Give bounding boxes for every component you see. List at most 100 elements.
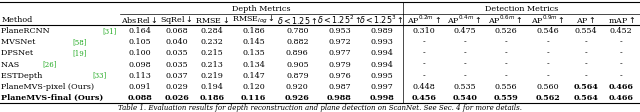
Text: 0.972: 0.972: [328, 38, 351, 46]
Text: -: -: [422, 71, 425, 79]
Text: -: -: [463, 38, 466, 46]
Text: ESTDepth: ESTDepth: [1, 71, 45, 79]
Text: -: -: [463, 71, 466, 79]
Text: -: -: [620, 38, 623, 46]
Text: 0.987: 0.987: [328, 82, 351, 90]
Text: 0.135: 0.135: [242, 49, 265, 57]
Text: 0.284: 0.284: [201, 27, 223, 35]
Text: 0.780: 0.780: [286, 27, 308, 35]
Text: 0.526: 0.526: [494, 27, 517, 35]
Text: 0.564: 0.564: [573, 82, 598, 90]
Text: NAS: NAS: [1, 60, 22, 68]
Text: 0.926: 0.926: [285, 93, 310, 101]
Text: PlaneMVS-final (Ours): PlaneMVS-final (Ours): [1, 93, 104, 101]
Text: 0.134: 0.134: [242, 60, 265, 68]
Text: 0.560: 0.560: [536, 82, 559, 90]
Text: [26]: [26]: [42, 60, 56, 68]
Text: 0.029: 0.029: [165, 82, 188, 90]
Text: 0.977: 0.977: [328, 49, 351, 57]
Text: -: -: [547, 49, 549, 57]
Text: 0.310: 0.310: [412, 27, 435, 35]
Text: [19]: [19]: [72, 49, 87, 57]
Text: 0.997: 0.997: [370, 82, 393, 90]
Text: 0.562: 0.562: [535, 93, 560, 101]
Text: 0.186: 0.186: [200, 93, 225, 101]
Text: 0.466: 0.466: [609, 82, 634, 90]
Text: 0.564: 0.564: [573, 93, 598, 101]
Text: 0.100: 0.100: [129, 49, 151, 57]
Text: -: -: [584, 38, 587, 46]
Text: -: -: [620, 71, 623, 79]
Text: $\delta < 1.25$$\uparrow$: $\delta < 1.25$$\uparrow$: [277, 14, 317, 25]
Text: PlaneMVS-pixel (Ours): PlaneMVS-pixel (Ours): [1, 82, 95, 90]
Text: MVSNet: MVSNet: [1, 38, 38, 46]
Text: 0.035: 0.035: [165, 49, 188, 57]
Text: 0.035: 0.035: [165, 60, 188, 68]
Text: 0.976: 0.976: [328, 71, 351, 79]
Text: RMSE$_{log}$$\downarrow$: RMSE$_{log}$$\downarrow$: [232, 14, 275, 26]
Text: 0.998: 0.998: [369, 93, 394, 101]
Text: 0.953: 0.953: [328, 27, 351, 35]
Text: 0.026: 0.026: [164, 93, 189, 101]
Text: -: -: [504, 60, 507, 68]
Text: 0.232: 0.232: [201, 38, 224, 46]
Text: AP$\uparrow$: AP$\uparrow$: [576, 15, 596, 25]
Text: AP$^{0.6m}$$\uparrow$: AP$^{0.6m}$$\uparrow$: [488, 14, 523, 26]
Text: 0.116: 0.116: [241, 93, 266, 101]
Text: 0.040: 0.040: [165, 38, 188, 46]
Text: 0.194: 0.194: [201, 82, 224, 90]
Text: 0.088: 0.088: [127, 93, 152, 101]
Text: -: -: [422, 38, 425, 46]
Text: 0.186: 0.186: [242, 27, 265, 35]
Text: 0.037: 0.037: [165, 71, 188, 79]
Text: -: -: [584, 49, 587, 57]
Text: 0.535: 0.535: [453, 82, 476, 90]
Text: -: -: [463, 49, 466, 57]
Text: -: -: [422, 49, 425, 57]
Text: AP$^{0.2m}$$\uparrow$: AP$^{0.2m}$$\uparrow$: [406, 14, 441, 26]
Text: 0.105: 0.105: [129, 38, 151, 46]
Text: 0.546: 0.546: [536, 27, 559, 35]
Text: [33]: [33]: [93, 71, 107, 79]
Text: -: -: [620, 49, 623, 57]
Text: 0.456: 0.456: [412, 93, 436, 101]
Text: 0.219: 0.219: [201, 71, 224, 79]
Text: 0.540: 0.540: [452, 93, 477, 101]
Text: 0.452: 0.452: [610, 27, 633, 35]
Text: 0.993: 0.993: [370, 38, 393, 46]
Text: $\delta < 1.25^3$$\uparrow$: $\delta < 1.25^3$$\uparrow$: [359, 14, 404, 26]
Text: -: -: [584, 71, 587, 79]
Text: [58]: [58]: [72, 38, 87, 46]
Text: 0.879: 0.879: [286, 71, 308, 79]
Text: 0.475: 0.475: [453, 27, 476, 35]
Text: 0.920: 0.920: [286, 82, 308, 90]
Text: PlaneRCNN: PlaneRCNN: [1, 27, 52, 35]
Text: 0.554: 0.554: [575, 27, 597, 35]
Text: Method: Method: [1, 16, 33, 24]
Text: $\delta < 1.25^2$$\uparrow$: $\delta < 1.25^2$$\uparrow$: [317, 14, 362, 26]
Text: 0.147: 0.147: [242, 71, 265, 79]
Text: Depth Metrics: Depth Metrics: [232, 5, 291, 13]
Text: 0.098: 0.098: [129, 60, 151, 68]
Text: 0.213: 0.213: [201, 60, 224, 68]
Text: 0.164: 0.164: [128, 27, 151, 35]
Text: 0.994: 0.994: [370, 60, 393, 68]
Text: -: -: [547, 38, 549, 46]
Text: -: -: [584, 60, 587, 68]
Text: 0.091: 0.091: [129, 82, 151, 90]
Text: Detection Metrics: Detection Metrics: [484, 5, 558, 13]
Text: 0.995: 0.995: [370, 71, 393, 79]
Text: Table 1. Evaluation results for depth reconstruction and plane detection on Scan: Table 1. Evaluation results for depth re…: [118, 103, 522, 111]
Text: -: -: [547, 71, 549, 79]
Text: DPSNet: DPSNet: [1, 49, 36, 57]
Text: 0.896: 0.896: [286, 49, 308, 57]
Text: RMSE$\downarrow$: RMSE$\downarrow$: [195, 15, 229, 25]
Text: -: -: [504, 49, 507, 57]
Text: 0.559: 0.559: [493, 93, 518, 101]
Text: 0.905: 0.905: [286, 60, 308, 68]
Text: 0.120: 0.120: [242, 82, 265, 90]
Text: 0.994: 0.994: [370, 49, 393, 57]
Text: -: -: [547, 60, 549, 68]
Text: 0.145: 0.145: [242, 38, 265, 46]
Text: -: -: [463, 60, 466, 68]
